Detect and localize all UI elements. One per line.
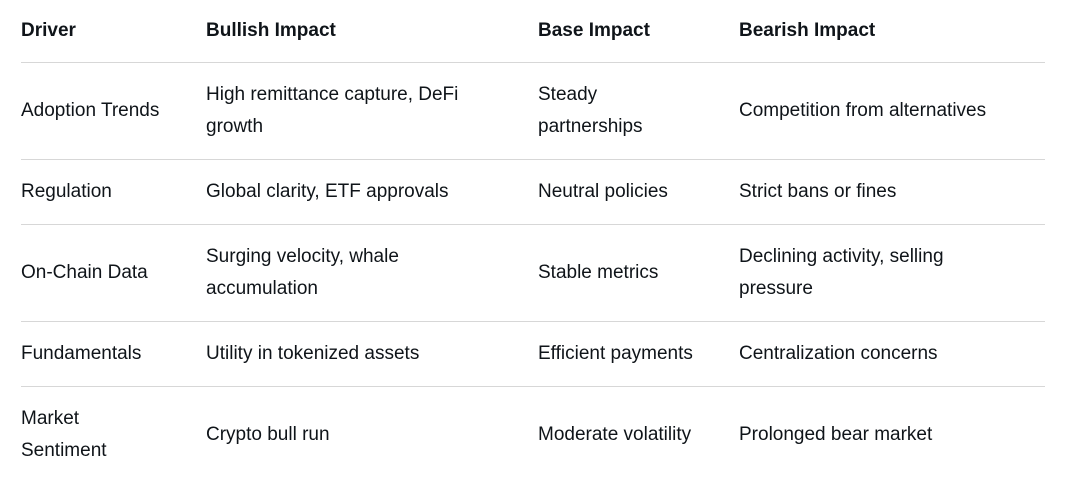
- impact-table: Driver Bullish Impact Base Impact Bearis…: [21, 1, 1045, 483]
- cell-driver: Fundamentals: [21, 321, 206, 387]
- column-header-base-impact: Base Impact: [538, 1, 739, 63]
- header-row: Driver Bullish Impact Base Impact Bearis…: [21, 1, 1045, 63]
- table-row: Adoption Trends High remittance capture,…: [21, 62, 1045, 160]
- table-row: Market Sentiment Crypto bull run Moderat…: [21, 387, 1045, 484]
- page: Driver Bullish Impact Base Impact Bearis…: [21, 1, 1045, 483]
- cell-bearish-impact: Competition from alternatives: [739, 62, 1045, 160]
- table-row: Fundamentals Utility in tokenized assets…: [21, 321, 1045, 387]
- cell-bullish-impact: Crypto bull run: [206, 424, 330, 445]
- column-header-driver: Driver: [21, 1, 206, 63]
- cell-base-impact: Steady partnerships: [538, 62, 739, 160]
- cell-base-impact: Moderate volatility: [538, 424, 692, 445]
- cell-bullish-impact: High remittance capture, DeFi growth: [206, 62, 538, 160]
- table-row: Regulation Global clarity, ETF approvals…: [21, 159, 1045, 225]
- cell-bullish-impact: Utility in tokenized assets: [206, 321, 538, 387]
- cell-bullish-impact: Global clarity, ETF approvals: [206, 159, 538, 225]
- cell-driver: Market Sentiment: [21, 408, 107, 461]
- cell-driver: Regulation: [21, 159, 206, 225]
- cell-base-impact: Stable metrics: [538, 224, 739, 322]
- cell-base-impact: Efficient payments: [538, 321, 739, 387]
- cell-base-impact: Neutral policies: [538, 159, 739, 225]
- column-header-bullish-impact: Bullish Impact: [206, 1, 538, 63]
- cell-driver: Adoption Trends: [21, 62, 206, 160]
- cell-bearish-impact: Strict bans or fines: [739, 159, 1045, 225]
- column-header-bearish-impact: Bearish Impact: [739, 1, 1045, 63]
- table-row: On-Chain Data Surging velocity, whale ac…: [21, 224, 1045, 322]
- cell-bullish-impact: Surging velocity, whale accumulation: [206, 224, 538, 322]
- cell-bearish-impact: Centralization concerns: [739, 321, 1045, 387]
- cell-bearish-impact: Prolonged bear market: [739, 424, 933, 445]
- cell-driver: On-Chain Data: [21, 224, 206, 322]
- cell-bearish-impact: Declining activity, selling pressure: [739, 224, 1045, 322]
